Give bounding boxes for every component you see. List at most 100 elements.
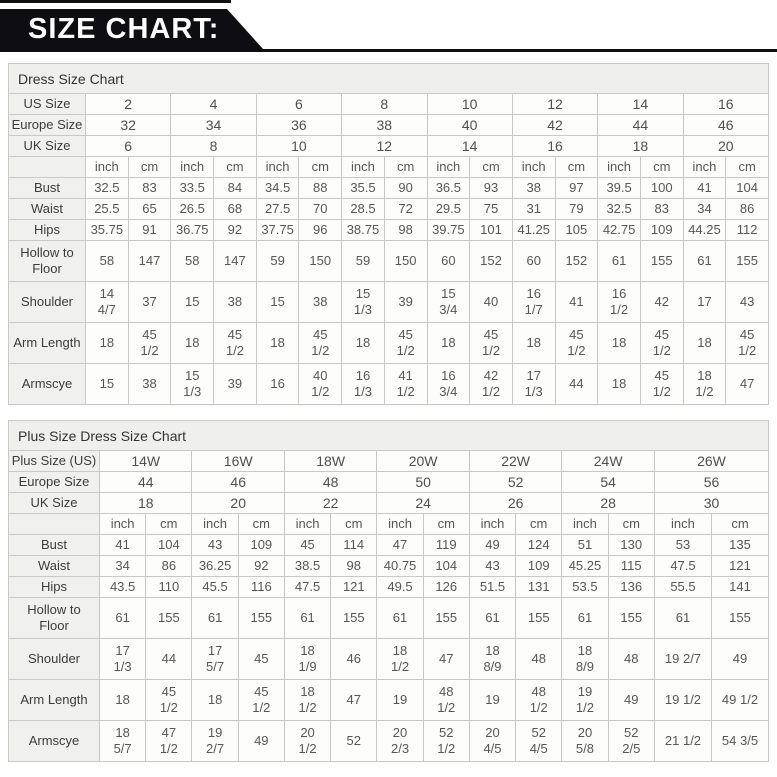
unit-cell-inch: inch xyxy=(376,513,424,535)
measurement-cell: 49 xyxy=(237,720,285,762)
measurement-cell: 92 xyxy=(237,555,285,577)
measurement-cell: 38.75 xyxy=(341,219,385,241)
measurement-cell: 41 1/2 xyxy=(383,363,428,405)
row-label: Bust xyxy=(8,177,86,199)
measurement-cell: 17 5/7 xyxy=(191,638,239,680)
measurement-cell: 116 xyxy=(237,576,285,598)
measurement-cell: 19 xyxy=(468,679,517,721)
measurement-cell: 18 1/2 xyxy=(682,363,727,405)
unit-cell-inch: inch xyxy=(653,513,712,535)
measurement-cell: 155 xyxy=(607,597,655,639)
measurement-cell: 18 xyxy=(191,679,239,721)
unit-cell-cm: cm xyxy=(554,156,599,178)
measurement-cell: 72 xyxy=(383,198,428,220)
measurement-cell: 75 xyxy=(469,198,513,220)
unit-cell-cm: cm xyxy=(607,513,655,535)
measurement-cell: 19 2/7 xyxy=(191,720,239,762)
measurement-row: Shoulder 17 1/3 44 17 5/7 45 18 1/9 46 18 1/2 47… xyxy=(8,638,770,680)
measurement-cell: 18 5/7 xyxy=(98,720,147,762)
measurement-cell: 53 xyxy=(653,534,712,556)
measurement-row: Hollow to Floor 61 155 61 155 61 155 61 155 61 155… xyxy=(8,597,770,639)
size-header-cell: 16 xyxy=(682,93,770,115)
size-header-cell: 16W xyxy=(191,450,285,472)
measurement-row: Hips 35.75 91 36.75 92 37.75 96 38.75 98 39.75 101… xyxy=(8,219,769,241)
measurement-cell: 40 xyxy=(469,281,513,323)
measurement-cell: 60 xyxy=(426,240,471,282)
measurement-cell: 18 1/9 xyxy=(283,638,332,680)
measurement-cell: 44.25 xyxy=(682,219,727,241)
measurement-cell: 104 xyxy=(145,534,193,556)
measurement-cell: 61 xyxy=(191,597,239,639)
measurement-row: Hollow to Floor 58 147 58 147 59 150 59 150 60 152… xyxy=(8,240,769,282)
measurement-cell: 25.5 xyxy=(85,198,129,220)
measurement-cell: 18 xyxy=(426,322,471,364)
size-header-cell: 6 xyxy=(255,93,343,115)
size-header-cell: 36 xyxy=(255,114,343,136)
measurement-cell: 45 1/2 xyxy=(554,322,599,364)
measurement-cell: 15 3/4 xyxy=(426,281,471,323)
measurement-cell: 45 1/2 xyxy=(237,679,285,721)
row-label: Waist xyxy=(8,555,100,577)
size-header-cell: 52 xyxy=(468,471,563,493)
measurement-cell: 37 xyxy=(127,281,172,323)
row-label: Bust xyxy=(8,534,100,556)
banner-ribbon: SIZE CHART: xyxy=(0,9,263,49)
measurement-cell: 47.5 xyxy=(283,576,332,598)
measurement-cell: 16 1/2 xyxy=(597,281,641,323)
measurement-cell: 45.5 xyxy=(191,576,239,598)
size-header-cell: 42 xyxy=(511,114,599,136)
measurement-cell: 119 xyxy=(422,534,470,556)
measurement-cell: 16 xyxy=(255,363,300,405)
measurement-cell: 90 xyxy=(383,177,428,199)
measurement-cell: 18 xyxy=(682,322,727,364)
measurement-cell: 20 1/2 xyxy=(283,720,332,762)
unit-cell-cm: cm xyxy=(145,513,193,535)
row-label: Plus Size (US) xyxy=(8,450,100,472)
measurement-cell: 155 xyxy=(237,597,285,639)
size-header-cell: 2 xyxy=(84,93,172,115)
measurement-cell: 39.75 xyxy=(426,219,471,241)
size-header-row: UK Size 18 20 22 24 26 28 30 xyxy=(8,492,770,514)
unit-row: inch cm inch cm inch cm inch cm inch cm inch cm inch… xyxy=(8,156,769,178)
measurement-cell: 16 3/4 xyxy=(426,363,471,405)
measurement-cell: 45 1/2 xyxy=(725,322,769,364)
measurement-cell: 17 1/3 xyxy=(98,638,147,680)
measurement-cell: 15 1/3 xyxy=(341,281,385,323)
measurement-cell: 34 xyxy=(98,555,147,577)
unit-cell-cm: cm xyxy=(330,513,378,535)
row-label: Armscye xyxy=(8,363,86,405)
plus-size-dress-size-chart-table: Plus Size Dress Size Chart Plus Size (US)… xyxy=(8,420,770,762)
measurement-cell: 41.25 xyxy=(511,219,556,241)
size-header-cell: 56 xyxy=(653,471,770,493)
measurement-cell: 152 xyxy=(469,240,513,282)
measurement-cell: 48 xyxy=(515,638,563,680)
measurement-cell: 45 xyxy=(237,638,285,680)
table-title: Dress Size Chart xyxy=(8,63,769,94)
measurement-cell: 39 xyxy=(213,363,257,405)
measurement-cell: 52 1/2 xyxy=(422,720,470,762)
measurement-cell: 61 xyxy=(283,597,332,639)
measurement-cell: 18 1/2 xyxy=(283,679,332,721)
measurement-cell: 38 xyxy=(298,281,343,323)
size-header-cell: 18 xyxy=(98,492,193,514)
size-header-cell: 32 xyxy=(84,114,172,136)
measurement-cell: 36.75 xyxy=(170,219,215,241)
size-header-cell: 10 xyxy=(426,93,513,115)
size-header-cell: 24W xyxy=(561,450,655,472)
row-label: Hollow to Floor xyxy=(8,597,100,639)
measurement-cell: 26.5 xyxy=(170,198,215,220)
measurement-cell: 79 xyxy=(554,198,599,220)
measurement-cell: 51.5 xyxy=(468,576,517,598)
unit-cell-cm: cm xyxy=(515,513,563,535)
measurement-cell: 49 xyxy=(710,638,770,680)
size-header-cell: 38 xyxy=(341,114,428,136)
unit-cell-cm: cm xyxy=(383,156,428,178)
row-label: Arm Length xyxy=(8,322,86,364)
measurement-cell: 155 xyxy=(639,240,684,282)
table-title-row: Plus Size Dress Size Chart xyxy=(8,420,769,451)
size-header-row: Europe Size 44 46 48 50 52 54 56 xyxy=(8,471,770,493)
measurement-cell: 83 xyxy=(127,177,172,199)
measurement-cell: 18 xyxy=(85,322,129,364)
banner-title: SIZE CHART: xyxy=(28,12,220,45)
measurement-cell: 33.5 xyxy=(170,177,215,199)
